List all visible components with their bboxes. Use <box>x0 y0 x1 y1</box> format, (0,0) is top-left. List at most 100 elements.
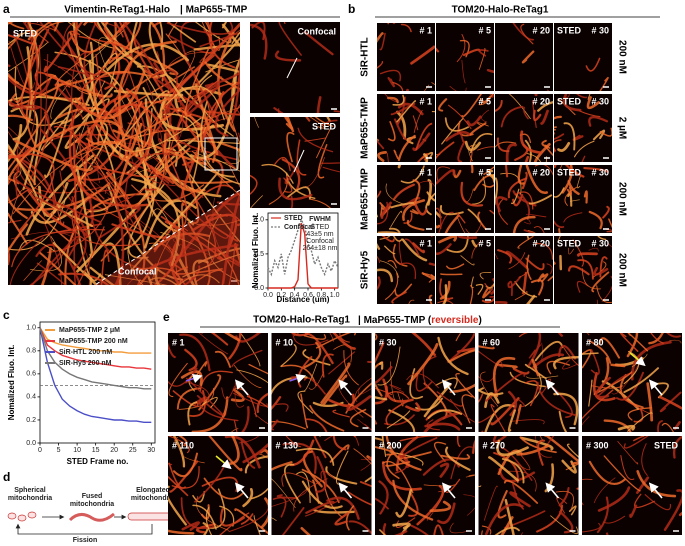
filament <box>148 22 187 103</box>
filament <box>228 504 268 533</box>
filament <box>375 387 393 396</box>
filament <box>392 522 411 530</box>
filament <box>526 213 547 218</box>
x-tick-label: 30 <box>147 447 155 454</box>
micrograph <box>168 436 268 535</box>
label: STED <box>13 28 38 38</box>
filament <box>160 231 201 251</box>
filament <box>431 110 435 113</box>
filament <box>149 22 166 82</box>
filament <box>577 259 594 280</box>
filament <box>375 437 383 441</box>
filament <box>410 524 429 535</box>
arrow <box>215 455 232 470</box>
filament <box>53 125 130 200</box>
filament <box>550 385 573 418</box>
filament <box>286 132 295 163</box>
label: b <box>348 2 355 16</box>
filament <box>494 526 520 535</box>
filament <box>528 194 553 205</box>
filament <box>406 219 425 231</box>
series-line <box>39 327 152 423</box>
filament <box>260 497 268 529</box>
filament <box>504 510 546 529</box>
label: 2 µM <box>616 117 627 139</box>
filament <box>586 96 601 110</box>
filament <box>439 462 450 478</box>
filament <box>437 300 454 304</box>
filament <box>413 109 423 134</box>
filament <box>422 273 435 278</box>
fwhm-line: STED <box>311 224 330 231</box>
filament <box>380 201 392 220</box>
filament <box>397 102 424 116</box>
filament <box>402 199 426 221</box>
filament <box>348 520 372 535</box>
filament <box>471 276 474 289</box>
filament <box>326 117 332 123</box>
filament <box>587 94 591 100</box>
filament <box>47 185 116 253</box>
filament <box>441 117 464 145</box>
filament <box>562 94 582 112</box>
filament <box>605 532 609 535</box>
filament <box>423 153 429 162</box>
filament <box>201 333 229 346</box>
filament <box>598 337 621 359</box>
filament <box>168 485 187 526</box>
label: # 5 <box>478 25 491 35</box>
filament <box>230 50 240 124</box>
filament <box>572 239 584 267</box>
label: # 200 <box>379 440 402 450</box>
filament <box>520 23 534 45</box>
label: # 20 <box>532 238 550 248</box>
filament <box>514 280 538 298</box>
label: # 130 <box>276 440 299 450</box>
filament <box>22 22 39 108</box>
filament <box>108 22 142 64</box>
filament <box>214 88 240 137</box>
label: # 80 <box>586 337 604 347</box>
filament <box>576 280 589 293</box>
filament <box>387 76 395 88</box>
filament <box>635 476 650 494</box>
filament <box>526 375 559 379</box>
filament <box>386 152 389 162</box>
filament <box>444 214 460 233</box>
filament <box>50 140 93 218</box>
filament <box>322 166 340 173</box>
series-line <box>267 217 339 277</box>
filament <box>465 474 475 478</box>
filament <box>52 242 98 285</box>
filament <box>231 349 263 368</box>
filament <box>509 371 546 388</box>
filament <box>332 333 356 350</box>
filament <box>97 206 141 240</box>
mito-shape <box>68 512 115 522</box>
filament <box>194 269 225 285</box>
filament <box>44 222 63 285</box>
filament <box>145 188 157 191</box>
filament <box>512 483 525 510</box>
filament <box>448 104 472 130</box>
filament <box>401 238 428 262</box>
filament <box>276 494 299 499</box>
micrograph-bg <box>554 23 612 91</box>
filament <box>438 211 454 233</box>
filament <box>347 491 372 506</box>
label: MaP655-TMP <box>360 97 371 159</box>
x-tick-label: 0.6 <box>303 292 313 299</box>
filament <box>409 209 419 215</box>
filament <box>194 22 232 44</box>
filament <box>176 387 201 410</box>
filament <box>599 76 609 91</box>
filament <box>303 30 334 56</box>
label: Fission <box>73 537 98 544</box>
filament <box>610 363 626 368</box>
filament <box>271 517 277 522</box>
filament <box>384 245 396 255</box>
filament <box>320 362 351 405</box>
filament <box>198 333 229 355</box>
filament <box>608 218 612 229</box>
x-tick-label: 0.2 <box>276 292 286 299</box>
